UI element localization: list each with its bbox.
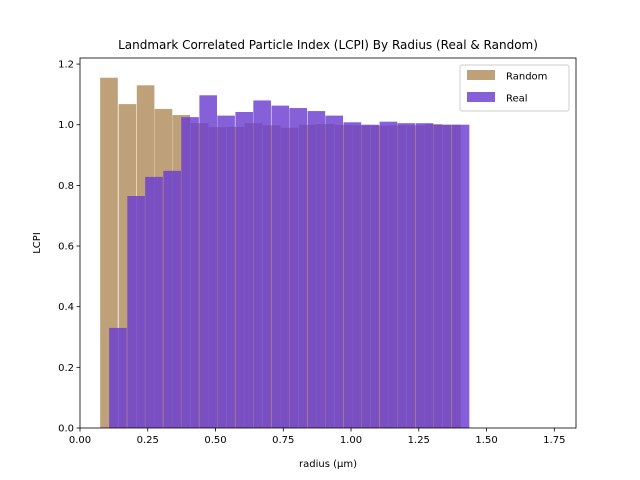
bars [100, 77, 470, 429]
bar-real-0 [109, 327, 127, 428]
x-tick-label: 1.75 [543, 435, 565, 446]
chart-title: Landmark Correlated Particle Index (LCPI… [118, 38, 538, 52]
bar-real-3 [163, 170, 181, 428]
legend-label-real: Real [506, 94, 528, 105]
bar-real-12 [325, 115, 344, 429]
legend-swatch-real [467, 92, 495, 102]
legend: Random Real [459, 64, 570, 112]
bar-real-7 [235, 111, 254, 428]
x-tick-label: 0.75 [272, 435, 294, 446]
bar-real-15 [379, 121, 398, 428]
bar-real-13 [343, 122, 362, 429]
bar-real-1 [127, 195, 145, 428]
x-tick-label: 0.00 [69, 435, 91, 446]
x-axis-label: radius (µm) [299, 459, 357, 470]
x-tick-label: 1.00 [340, 435, 362, 446]
bar-real-16 [397, 123, 416, 428]
legend-label-random: Random [506, 72, 547, 83]
y-tick-label: 1.2 [58, 60, 74, 71]
x-axis: 0.00 0.25 0.50 0.75 1.00 1.25 1.50 1.75 [69, 428, 565, 446]
bar-real-14 [361, 124, 380, 428]
y-tick-label: 1.0 [58, 120, 74, 131]
bar-real-19 [451, 124, 470, 428]
x-tick-label: 1.25 [408, 435, 430, 446]
x-tick-label: 0.50 [204, 435, 226, 446]
y-axis-label: LCPI [32, 232, 43, 254]
y-tick-label: 0.8 [58, 181, 74, 192]
y-tick-label: 0.4 [58, 302, 74, 313]
x-tick-label: 1.50 [475, 435, 497, 446]
bar-real-5 [199, 95, 218, 429]
bar-real-10 [289, 108, 307, 428]
bar-real-9 [271, 105, 290, 429]
bar-real-6 [217, 115, 235, 429]
bar-real-17 [415, 123, 434, 428]
legend-swatch-random [467, 70, 495, 80]
bar-real-8 [253, 100, 271, 429]
bar-real-2 [145, 176, 163, 428]
plot-frame [79, 57, 577, 429]
bar-real-11 [307, 111, 326, 428]
y-axis: 0.0 0.2 0.4 0.6 0.8 1.0 1.2 [58, 60, 80, 435]
x-tick-label: 0.25 [137, 435, 159, 446]
y-tick-label: 0.6 [58, 242, 74, 253]
bar-real-18 [433, 124, 452, 428]
y-tick-label: 0.2 [58, 363, 74, 374]
y-tick-label: 0.0 [58, 424, 74, 435]
bar-real-4 [181, 117, 199, 428]
